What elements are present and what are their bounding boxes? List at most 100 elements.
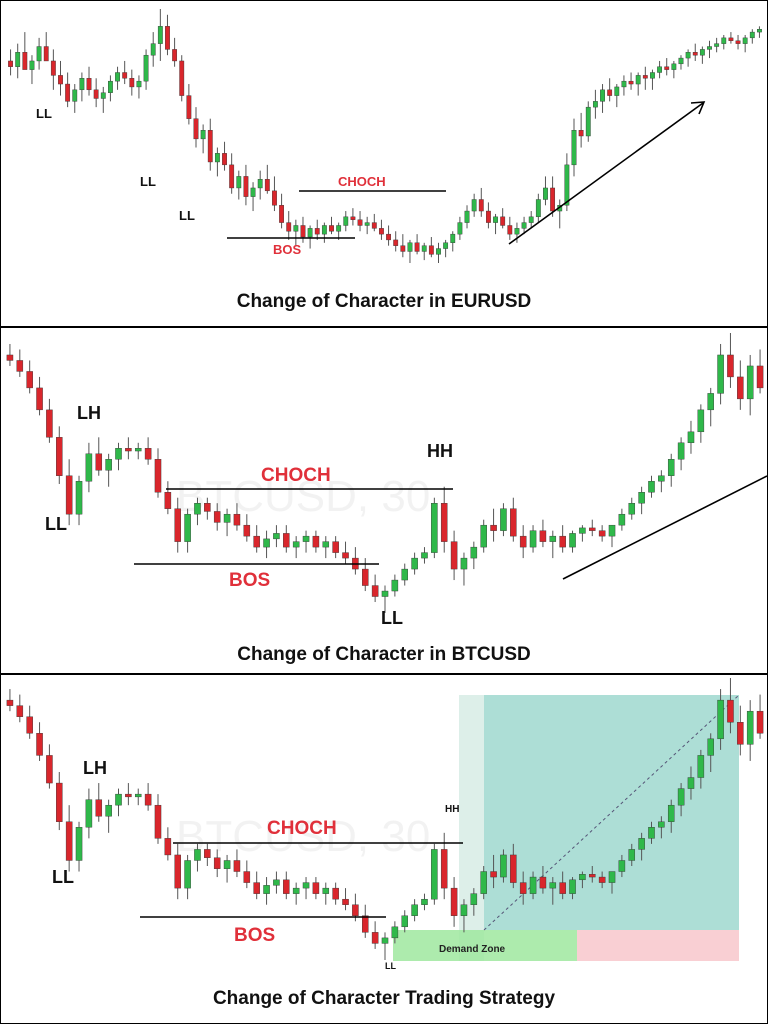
bullish-candle — [608, 524, 616, 537]
bearish-candle — [213, 511, 221, 523]
strategy-candles — [6, 678, 764, 960]
bullish-candle — [391, 926, 399, 939]
bearish-candle — [207, 130, 213, 163]
bearish-candle — [550, 187, 556, 212]
bearish-candle — [65, 821, 73, 861]
bearish-candle — [154, 459, 162, 493]
bullish-candle — [464, 210, 470, 223]
bearish-candle — [332, 541, 339, 553]
bearish-candle — [283, 879, 290, 894]
stop-loss-zone — [577, 930, 739, 961]
bullish-candle — [677, 442, 685, 460]
bullish-candle — [302, 535, 310, 542]
bullish-candle — [194, 849, 201, 861]
bearish-candle — [414, 242, 420, 252]
bullish-candle — [29, 60, 35, 70]
bullish-candle — [200, 130, 206, 140]
bullish-candle — [292, 887, 300, 894]
bullish-candle — [621, 80, 627, 88]
bearish-candle — [300, 225, 306, 238]
bearish-candle — [664, 66, 670, 70]
eurusd-chart-panel: CHOCH BOS LL LL LL Change of Character i… — [0, 0, 768, 327]
bearish-candle — [728, 37, 734, 41]
bearish-candle — [56, 437, 63, 476]
bearish-candle — [95, 453, 103, 471]
bearish-candle — [93, 89, 99, 99]
bearish-candle — [6, 354, 14, 361]
bullish-candle — [667, 804, 675, 822]
bullish-candle — [115, 72, 120, 82]
bullish-candle — [115, 448, 122, 460]
bullish-candle — [457, 222, 463, 235]
ll-label: LL — [140, 174, 156, 189]
bearish-candle — [253, 535, 260, 548]
bearish-candle — [393, 239, 399, 246]
bullish-candle — [549, 535, 557, 542]
bearish-candle — [26, 716, 33, 734]
bullish-candle — [742, 37, 748, 44]
bearish-candle — [65, 83, 71, 102]
bearish-candle — [8, 60, 13, 67]
bearish-candle — [589, 874, 596, 878]
bearish-candle — [43, 46, 49, 62]
bullish-candle — [717, 699, 724, 740]
bearish-candle — [490, 871, 497, 878]
bullish-candle — [749, 31, 755, 39]
bearish-candle — [26, 371, 33, 389]
bearish-candle — [756, 365, 764, 389]
bullish-candle — [529, 876, 537, 894]
bearish-candle — [598, 876, 606, 883]
bullish-candle — [307, 228, 313, 238]
strategy-chart-panel: BTCUSD, 30 CHOCH BOS HH LH LL LL Demand … — [0, 674, 768, 1024]
bearish-candle — [478, 199, 484, 212]
bullish-candle — [115, 793, 122, 806]
bearish-candle — [578, 130, 584, 137]
bearish-candle — [598, 530, 606, 537]
eurusd-chart: CHOCH BOS LL LL LL — [8, 9, 762, 263]
trendline — [562, 475, 767, 580]
bullish-candle — [628, 502, 636, 515]
bullish-candle — [184, 860, 191, 889]
bearish-candle — [519, 882, 527, 894]
bullish-candle — [614, 86, 620, 96]
bearish-candle — [357, 219, 363, 226]
bearish-candle — [371, 585, 379, 597]
bullish-candle — [136, 80, 142, 88]
bearish-candle — [539, 876, 547, 889]
bullish-candle — [628, 849, 636, 861]
bearish-candle — [490, 524, 497, 531]
bearish-candle — [56, 782, 63, 822]
bearish-candle — [6, 699, 14, 706]
bearish-candle — [279, 205, 284, 223]
strategy-chart: BTCUSD, 30 CHOCH BOS HH LH LL LL Demand … — [6, 678, 764, 971]
bearish-candle — [58, 75, 63, 85]
bullish-candle — [75, 827, 83, 861]
bullish-candle — [667, 459, 675, 476]
bullish-candle — [236, 176, 242, 189]
chart-title: Change of Character in BTCUSD — [237, 644, 531, 665]
bearish-candle — [122, 72, 128, 79]
bullish-candle — [391, 579, 399, 592]
bearish-candle — [154, 804, 162, 839]
bullish-candle — [500, 854, 507, 878]
bullish-candle — [421, 552, 428, 559]
bullish-candle — [500, 508, 507, 531]
bearish-candle — [371, 932, 379, 944]
bullish-candle — [687, 431, 695, 444]
bullish-candle — [687, 777, 695, 789]
bearish-candle — [510, 508, 517, 537]
bullish-candle — [480, 524, 487, 548]
bullish-candle — [535, 199, 541, 218]
bearish-candle — [342, 552, 349, 559]
bullish-candle — [471, 199, 477, 212]
bullish-candle — [322, 887, 330, 894]
bearish-candle — [519, 535, 527, 548]
bullish-candle — [564, 164, 570, 206]
btcusd-candles — [6, 333, 764, 613]
bearish-candle — [253, 882, 260, 894]
bullish-candle — [618, 860, 626, 872]
bos-label: BOS — [234, 925, 275, 946]
bullish-candle — [638, 838, 645, 850]
bullish-candle — [15, 52, 21, 67]
trend-arrow-line — [508, 102, 704, 245]
